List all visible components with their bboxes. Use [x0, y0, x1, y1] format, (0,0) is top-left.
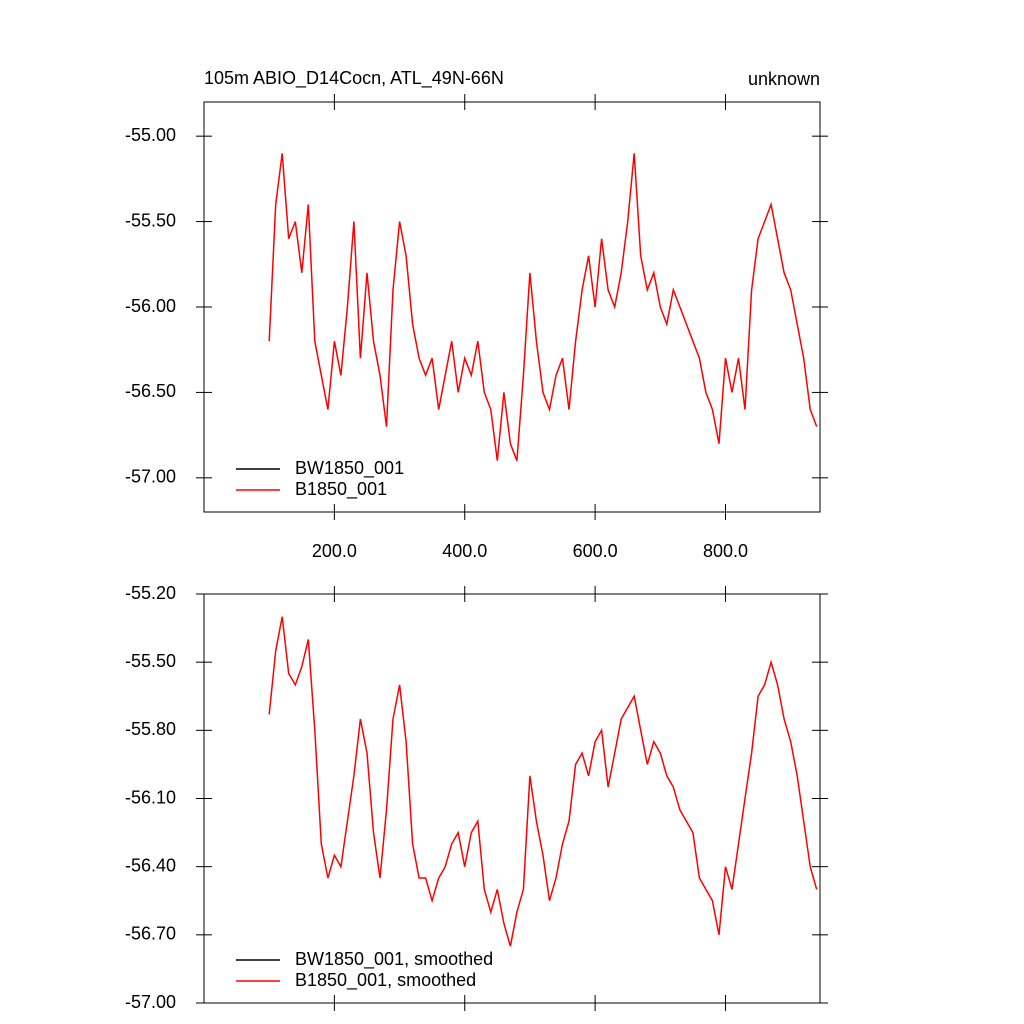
series-line: [268, 616, 818, 947]
y-tick-label: -56.40: [125, 855, 176, 875]
legend-label: B1850_001, smoothed: [295, 970, 476, 991]
x-tick-label: 600.0: [573, 541, 618, 561]
y-tick-label: -56.70: [125, 924, 176, 944]
y-tick-label: -55.20: [125, 583, 176, 603]
legend-label: B1850_001: [295, 479, 387, 500]
y-tick-label: -56.00: [125, 296, 176, 316]
y-tick-label: -55.00: [125, 125, 176, 145]
legend-label: BW1850_001, smoothed: [295, 949, 493, 970]
y-tick-label: -55.50: [125, 210, 176, 230]
y-tick-label: -56.50: [125, 381, 176, 401]
y-tick-label: -56.10: [125, 787, 176, 807]
y-tick-label: -57.00: [125, 467, 176, 487]
series-line: [268, 153, 818, 461]
x-tick-label: 200.0: [312, 541, 357, 561]
legend-label: BW1850_001: [295, 458, 404, 479]
y-tick-label: -57.00: [125, 992, 176, 1012]
y-tick-label: -55.50: [125, 651, 176, 671]
x-tick-label: 400.0: [442, 541, 487, 561]
x-tick-label: 800.0: [703, 541, 748, 561]
chart-title: 105m ABIO_D14Cocn, ATL_49N-66N: [204, 68, 504, 89]
y-tick-label: -55.80: [125, 719, 176, 739]
chart-subtitle: unknown: [748, 69, 820, 89]
plot-frame: [203, 101, 821, 513]
